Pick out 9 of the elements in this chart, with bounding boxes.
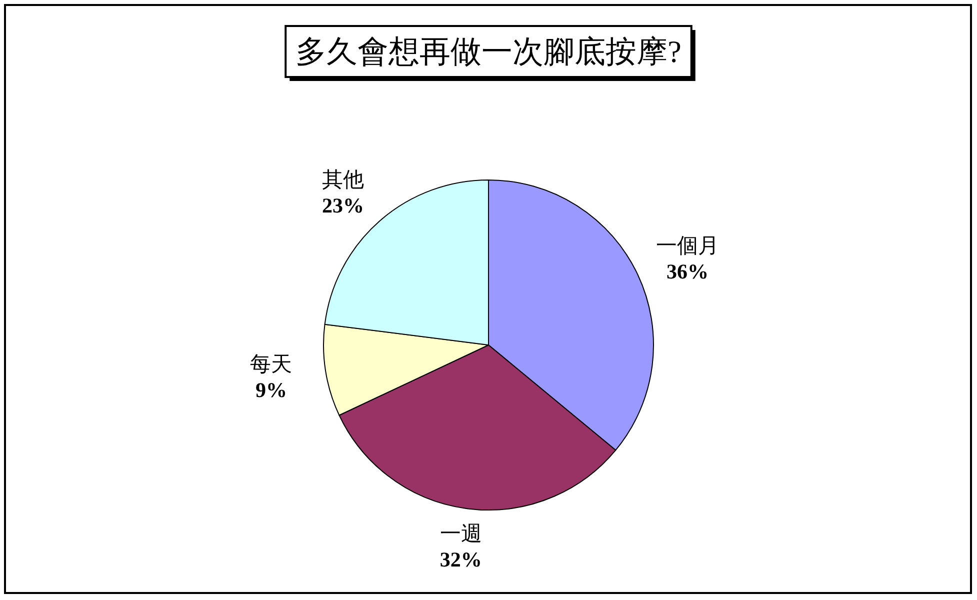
slice-label: 一個月 <box>656 234 720 258</box>
slice-label: 一週 <box>440 521 482 546</box>
slice-label: 其他 <box>322 168 364 192</box>
data-label: 36% <box>666 260 709 284</box>
data-label: 9% <box>255 378 287 402</box>
chart-title: 多久會想再做一次腳底按摩? <box>296 34 682 69</box>
slice-label: 每天 <box>250 352 292 376</box>
data-label: 32% <box>440 547 482 572</box>
data-label: 23% <box>322 194 364 218</box>
